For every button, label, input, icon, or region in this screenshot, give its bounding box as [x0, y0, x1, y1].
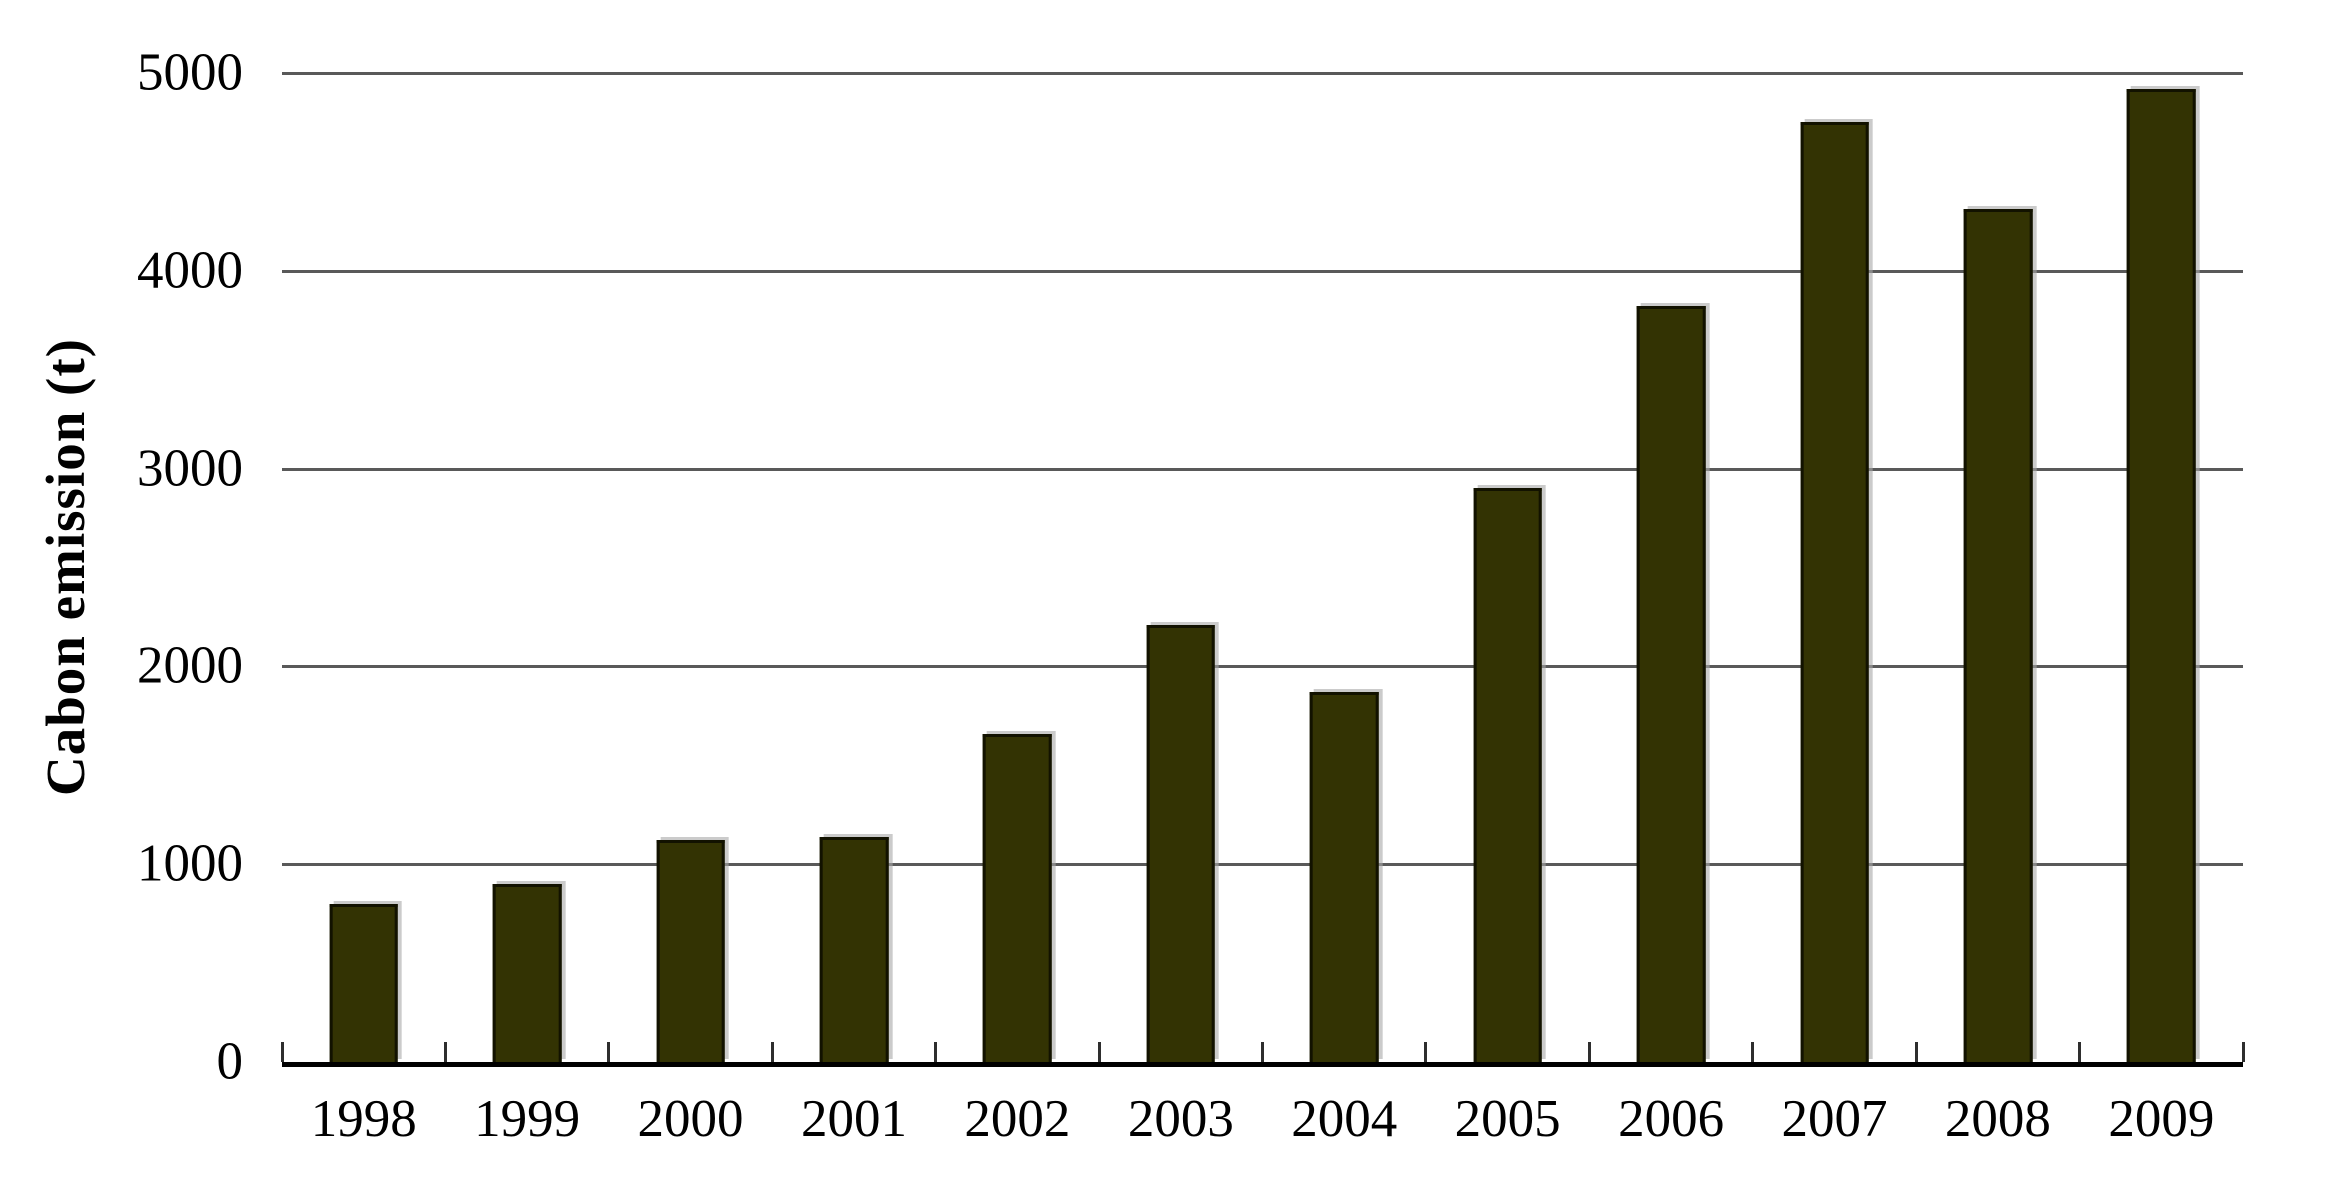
bar-2008 [1963, 209, 2033, 1062]
x-axis-tick [607, 1042, 611, 1062]
x-axis-tick [1097, 1042, 1101, 1062]
bar-1998 [329, 903, 399, 1062]
bar-slot-2009 [2080, 73, 2243, 1062]
x-axis-label-1998: 1998 [310, 1090, 417, 1148]
x-axis-label-1999: 1999 [474, 1090, 581, 1148]
x-axis-label-2002: 2002 [964, 1090, 1071, 1148]
bar-2009 [2127, 88, 2196, 1062]
y-axis-tick-label: 3000 [137, 439, 243, 498]
x-axis-tick [1424, 1042, 1428, 1062]
x-axis-tick [1261, 1042, 1264, 1062]
gridline [282, 72, 2243, 75]
x-axis-label-2000: 2000 [637, 1090, 744, 1148]
bar-slot-2004 [1263, 73, 1426, 1062]
bar-slot-2006 [1589, 73, 1752, 1062]
y-axis-tick-label: 4000 [137, 241, 243, 300]
y-axis-tick-label: 0 [216, 1032, 244, 1091]
gridline [282, 467, 2243, 471]
bar-slot-1998 [282, 73, 445, 1062]
x-axis-label-2005: 2005 [1454, 1090, 1561, 1148]
bar-slot-1999 [445, 73, 608, 1062]
bar-2004 [1309, 692, 1379, 1062]
bar-slot-2003 [1099, 73, 1262, 1062]
bar-slot-2008 [1916, 73, 2079, 1062]
bar-2000 [656, 840, 725, 1062]
x-axis-label-2006: 2006 [1618, 1090, 1725, 1148]
gridline [282, 863, 2243, 867]
x-axis-label-2009: 2009 [2108, 1090, 2215, 1148]
x-axis-tick [2241, 1042, 2245, 1062]
x-axis-label-2003: 2003 [1127, 1090, 1234, 1148]
plot-area [280, 72, 2245, 1067]
bar-2002 [983, 733, 1052, 1062]
bar-slot-2000 [609, 73, 772, 1062]
x-axis-labels: 1998 1999 2000 2001 2002 2003 2004 2005 2006 2007… [282, 1086, 2243, 1152]
bar-slot-2005 [1426, 73, 1589, 1062]
x-axis-label-2004: 2004 [1291, 1090, 1398, 1148]
y-axis-tick-label: 2000 [137, 636, 243, 695]
bar-slot-2002 [936, 73, 1099, 1062]
gridline [282, 665, 2243, 669]
x-axis-tick [280, 1042, 284, 1062]
bar-slot-2001 [772, 73, 935, 1062]
x-axis-label-2007: 2007 [1781, 1090, 1888, 1148]
bar-1999 [492, 883, 562, 1062]
x-axis-tick [770, 1042, 774, 1062]
x-axis-tick [934, 1042, 938, 1062]
bar-2003 [1146, 624, 1216, 1062]
bar-2006 [1636, 306, 1706, 1062]
bar-series [282, 73, 2243, 1062]
x-axis-label-2008: 2008 [1944, 1090, 2051, 1148]
bar-2005 [1473, 488, 1542, 1062]
y-axis-tick-label: 1000 [137, 834, 243, 893]
x-axis-tick [1587, 1042, 1591, 1062]
bar-slot-2007 [1753, 73, 1916, 1062]
x-axis-tick [1751, 1042, 1755, 1062]
y-axis-tick-label: 5000 [137, 43, 243, 102]
bar-2007 [1800, 122, 1869, 1062]
x-axis-tick [443, 1042, 447, 1062]
x-axis-tick [1914, 1042, 1918, 1062]
x-axis-tick [2078, 1042, 2082, 1062]
gridline [282, 269, 2243, 273]
y-axis-tick-labels: 0 1000 2000 3000 4000 5000 [0, 46, 243, 1088]
x-axis-label-2001: 2001 [800, 1090, 907, 1148]
bar-2001 [819, 836, 889, 1062]
